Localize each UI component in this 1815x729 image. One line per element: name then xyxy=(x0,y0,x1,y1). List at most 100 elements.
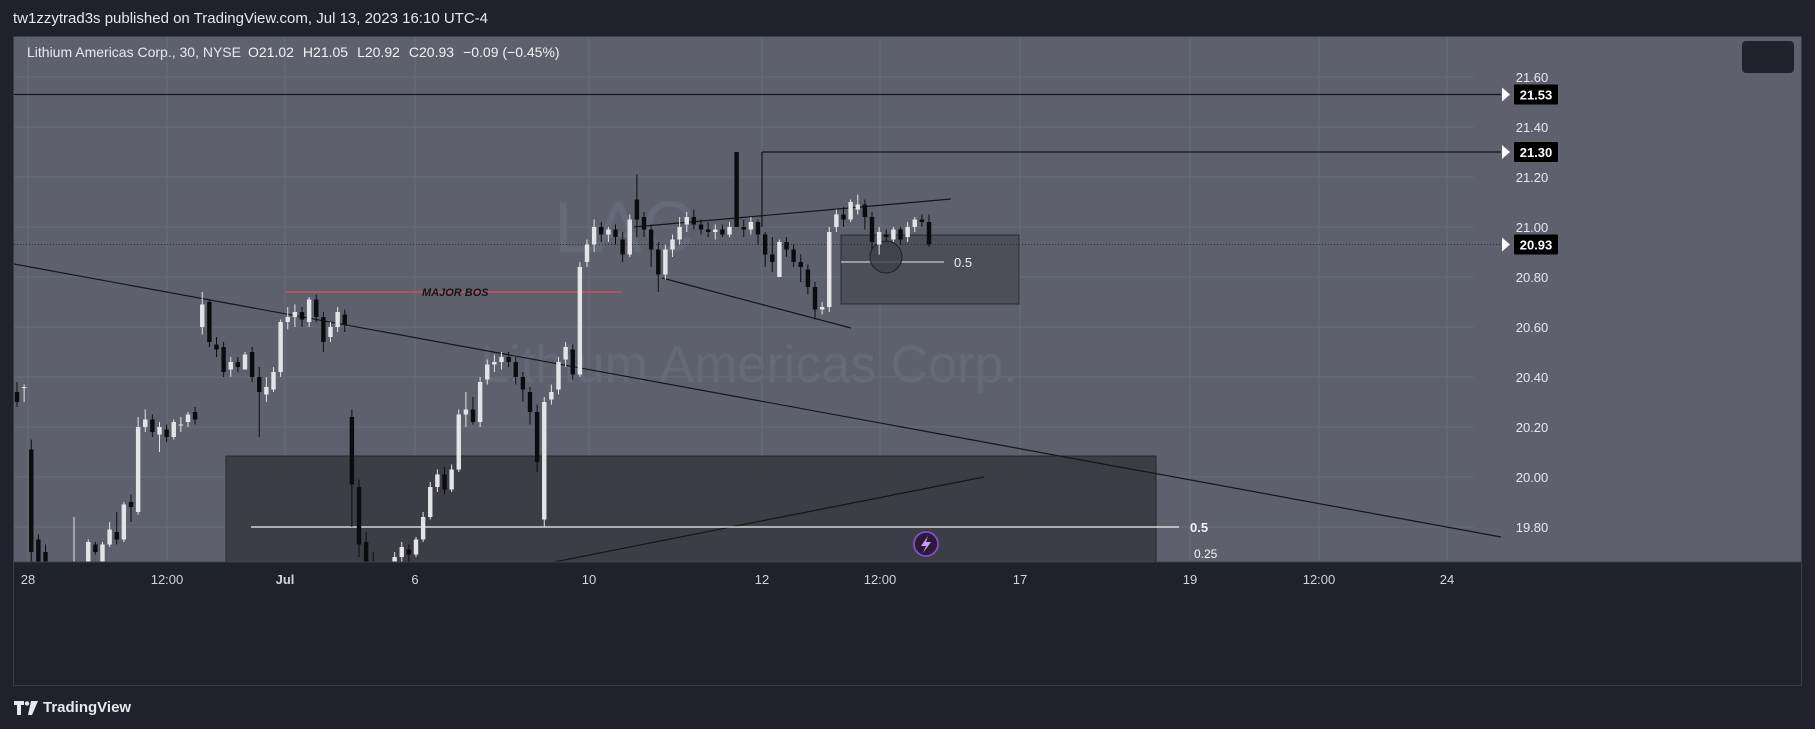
candle-body xyxy=(656,249,661,275)
price-tag-label: 21.30 xyxy=(1520,145,1553,160)
candle-body xyxy=(570,349,575,375)
candle-body xyxy=(556,362,561,390)
candle-body xyxy=(563,347,568,360)
candle-body xyxy=(527,392,533,412)
candle-body xyxy=(278,322,283,372)
candle-body xyxy=(21,387,27,388)
candle-body xyxy=(14,392,20,402)
candle-body xyxy=(841,214,846,220)
symbol-legend: Lithium Americas Corp., 30, NYSE O21.02 … xyxy=(27,44,560,60)
price-tag-label: 20.93 xyxy=(1520,238,1553,253)
candle-body xyxy=(93,544,98,552)
candle-body xyxy=(107,529,112,545)
candle-body xyxy=(257,377,262,392)
symbol-name: Lithium Americas Corp., 30, NYSE xyxy=(27,44,241,60)
candle-body xyxy=(128,502,134,507)
candle-body xyxy=(485,364,490,380)
candle-body xyxy=(670,239,675,250)
time-axis-tick: 10 xyxy=(582,572,596,587)
open-value: O21.02 xyxy=(247,44,294,60)
candle-body xyxy=(720,229,725,235)
candle-body xyxy=(805,269,811,287)
price-axis-tick: 21.20 xyxy=(1516,170,1549,185)
brand-name: TradingView xyxy=(43,699,132,716)
candle-body xyxy=(178,424,184,426)
chart-pane[interactable]: LAC Lithium Americas Corp. MAJOR BOS 0.5 0.2… xyxy=(13,36,1802,686)
tradingview-logo[interactable]: TradingView xyxy=(14,699,131,716)
candle-body xyxy=(363,542,369,565)
candle-body xyxy=(577,267,583,375)
candle-body xyxy=(207,302,212,342)
candle-body xyxy=(677,227,682,240)
candlestick-chart[interactable]: LAC Lithium Americas Corp. MAJOR BOS 0.5 0.2… xyxy=(14,37,1802,686)
candle-body xyxy=(428,487,433,517)
candle-body xyxy=(663,249,668,275)
time-axis-tick: 12 xyxy=(755,572,769,587)
time-axis-tick: 12:00 xyxy=(864,572,897,587)
footer-bar: TradingView xyxy=(0,686,1815,729)
candle-body xyxy=(164,429,169,437)
candle-body xyxy=(705,229,711,232)
fib-label-large: 0.5 xyxy=(1190,520,1208,535)
candle-body xyxy=(691,217,697,225)
high-value: H21.05 xyxy=(302,44,349,60)
price-tag-bg xyxy=(1514,234,1558,255)
time-axis-bg xyxy=(14,562,1801,685)
candle-body xyxy=(741,227,746,230)
candle-body xyxy=(905,227,910,237)
candle-body xyxy=(876,232,882,245)
candle-body xyxy=(819,307,825,310)
chart-menu-button[interactable] xyxy=(1742,41,1794,73)
candle-body xyxy=(613,229,618,237)
candle-body xyxy=(449,469,454,490)
fib-label-cut: 0.25 xyxy=(1194,547,1218,561)
descending-trendline xyxy=(14,263,1502,538)
candle-body xyxy=(770,254,775,262)
candle-body xyxy=(221,347,226,372)
candle-body xyxy=(798,262,803,267)
candle-body xyxy=(848,202,853,220)
fib-label-small: 0.5 xyxy=(954,255,972,270)
candle-body xyxy=(912,219,917,227)
time-axis-tick: 12:00 xyxy=(1303,572,1336,587)
time-axis-tick: 19 xyxy=(1183,572,1197,587)
candle-body xyxy=(171,422,176,437)
price-axis-tick: 20.60 xyxy=(1516,320,1549,335)
candle-body xyxy=(477,382,483,422)
candle-body xyxy=(762,234,768,255)
bos-label: MAJOR BOS xyxy=(422,287,489,299)
time-axis-tick: 24 xyxy=(1440,572,1454,587)
price-tag-arrow xyxy=(1502,237,1510,252)
candle-body xyxy=(926,222,932,245)
candle-body xyxy=(855,204,860,210)
supply-zone xyxy=(840,234,1020,305)
candle-body xyxy=(470,409,476,422)
price-tag-bg xyxy=(1514,142,1558,162)
candle-body xyxy=(86,542,91,565)
candle-body xyxy=(442,474,447,490)
price-tag-bg xyxy=(1514,84,1558,105)
candle-body xyxy=(420,517,426,540)
candle-body xyxy=(228,362,233,370)
price-axis-tick: 20.80 xyxy=(1516,270,1549,285)
candle-body xyxy=(513,362,518,377)
candle-body xyxy=(43,552,48,562)
candle-body xyxy=(349,417,355,485)
tradingview-logo-icon xyxy=(14,700,38,715)
candle-body xyxy=(542,402,547,520)
low-value: L20.92 xyxy=(357,44,400,60)
candle-body xyxy=(898,229,903,240)
candle-body xyxy=(249,352,255,377)
candle-body xyxy=(356,487,362,545)
candle-body xyxy=(748,222,754,230)
candle-body xyxy=(919,219,925,222)
price-axis-tick: 20.20 xyxy=(1516,420,1549,435)
candle-body xyxy=(399,547,404,557)
candle-body xyxy=(520,377,526,390)
candle-body xyxy=(435,474,440,487)
candle-body xyxy=(306,299,312,322)
price-tag-label: 21.53 xyxy=(1520,88,1553,103)
lightning-icon xyxy=(921,536,931,553)
candle-body xyxy=(321,317,326,342)
price-axis-tick: 21.40 xyxy=(1516,120,1549,135)
